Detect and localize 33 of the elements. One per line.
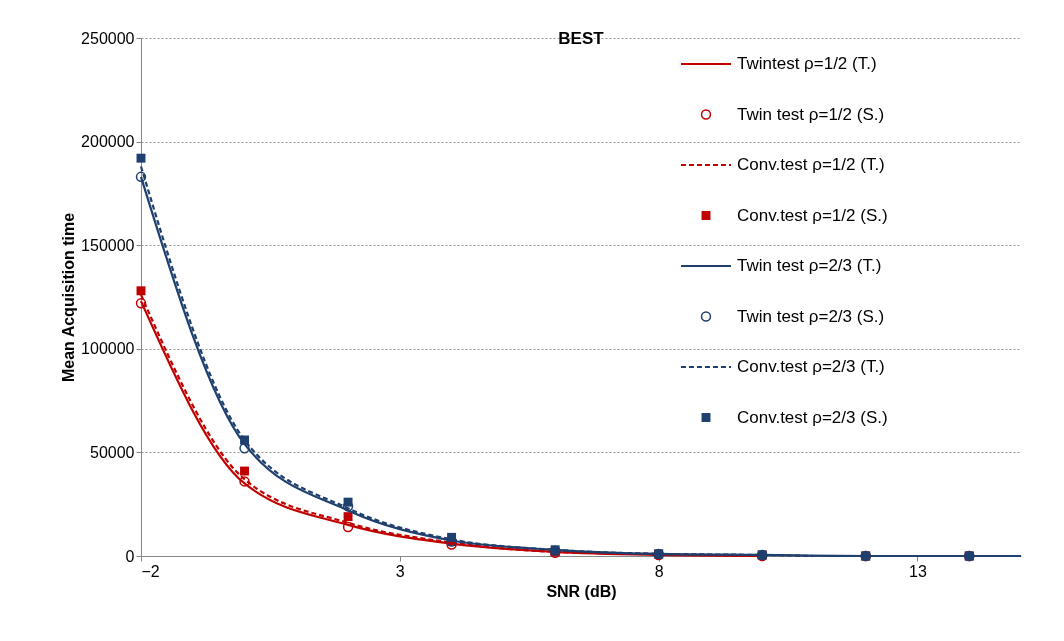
- x-tick-label: 8: [654, 562, 664, 580]
- legend-label: Conv.test ρ=2/3 (T.): [737, 357, 885, 376]
- x-tick-label: 13: [909, 562, 927, 580]
- point: [447, 532, 457, 542]
- legend-label: Twintest ρ=1/2 (T.): [737, 54, 877, 73]
- y-tick-label: 100000: [81, 340, 135, 358]
- legend-label: Twin test ρ=2/3 (S.): [737, 306, 885, 326]
- y-tick-label: 250000: [81, 29, 135, 47]
- point: [135, 298, 147, 309]
- legend-label: Conv.test ρ=2/3 (S.): [737, 407, 888, 427]
- y-axis-title: Mean Acquisition time: [60, 212, 78, 383]
- legend-label: Conv.test ρ=1/2 (S.): [737, 205, 888, 225]
- legend-label: Twin test ρ=1/2 (S.): [737, 104, 885, 124]
- point: [343, 497, 353, 507]
- y-tick-label: 0: [125, 547, 135, 565]
- point: [343, 512, 353, 522]
- x-axis-title: SNR (dB): [546, 582, 617, 600]
- y-tick-label: 200000: [81, 133, 135, 151]
- point: [342, 521, 354, 533]
- point: [136, 286, 146, 296]
- point: [240, 466, 249, 476]
- point: [239, 443, 250, 454]
- chart-title: BEST: [558, 29, 605, 48]
- point: [239, 476, 250, 487]
- legend-label: Twin test ρ=2/3 (T.): [737, 256, 882, 275]
- x-tick-label: 3: [395, 562, 405, 580]
- y-tick-label: 150000: [81, 236, 135, 254]
- y-tick-label: 50000: [90, 443, 135, 461]
- x-tick-label: −2: [141, 562, 160, 580]
- point: [136, 153, 146, 163]
- legend-label: Conv.test ρ=1/2 (T.): [737, 155, 885, 174]
- point: [135, 171, 147, 183]
- point: [240, 435, 249, 445]
